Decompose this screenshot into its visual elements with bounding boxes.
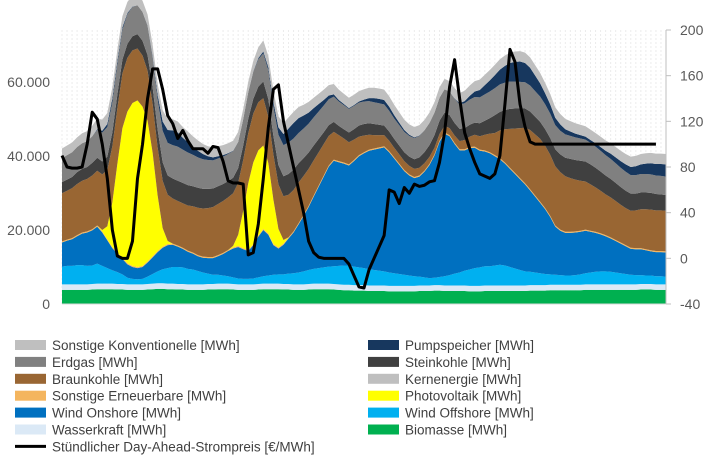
legend-item-wind-offshore: Wind Offshore [MWh] [368, 406, 534, 421]
y-tick-label: 0 [42, 296, 50, 312]
y2-tick-label: 160 [680, 68, 704, 84]
legend-swatch [15, 373, 46, 384]
legend-item-braunkohle: Braunkohle [MWh] [15, 372, 163, 387]
legend-label: Kernenergie [MWh] [405, 372, 521, 387]
legend-swatch [15, 356, 46, 367]
axes: 0 20.000 40.000 60.000 -40 0 40 80 120 160 200 [7, 22, 703, 312]
legend-item-sonstige-konventionelle: Sonstige Konventionelle [MWh] [15, 338, 240, 353]
legend-item-sonstige-erneuerbare: Sonstige Erneuerbare [MWh] [15, 389, 226, 404]
area-braunkohle [62, 48, 666, 257]
stacked-area-series [62, 0, 666, 304]
area-wind-onshore [62, 133, 666, 280]
legend-label: Wind Offshore [MWh] [405, 406, 534, 421]
legend-swatch [368, 340, 399, 350]
legend-item-erdgas: Erdgas [MWh] [15, 355, 138, 370]
legend-swatch [368, 407, 399, 418]
legend-label: Braunkohle [MWh] [52, 372, 163, 387]
legend-swatch [15, 407, 46, 418]
area-photovoltaik [62, 100, 666, 267]
legend-label: Sonstige Konventionelle [MWh] [52, 338, 240, 353]
legend-swatch [15, 340, 46, 350]
legend-swatch [368, 373, 399, 384]
legend-item-steinkohle: Steinkohle [MWh] [368, 355, 511, 370]
price-line [60, 47, 656, 290]
area-wind-offshore [62, 263, 666, 286]
area-steinkohle [62, 34, 666, 211]
y-tick-label: 20.000 [7, 222, 50, 238]
area-sonstige-konventionelle [62, 0, 666, 167]
legend-label: Erdgas [MWh] [52, 355, 138, 370]
legend-item-biomasse: Biomasse [MWh] [368, 423, 507, 438]
legend-item-kernenergie: Kernenergie [MWh] [368, 372, 521, 387]
legend-item-pumpspeicher: Pumpspeicher [MWh] [368, 338, 534, 353]
legend-swatch [15, 390, 46, 401]
legend-label: Wasserkraft [MWh] [52, 423, 166, 438]
price-line-series [60, 47, 656, 290]
y2-tick-label: 120 [680, 113, 704, 129]
legend-label: Steinkohle [MWh] [405, 355, 511, 370]
y2-tick-label: 80 [680, 159, 696, 175]
legend-swatch [15, 424, 46, 435]
y2-tick-label: 0 [680, 250, 688, 266]
y-tick-label: 60.000 [7, 74, 50, 90]
legend-label: Wind Onshore [MWh] [52, 406, 181, 421]
y2-tick-label: 40 [680, 205, 696, 221]
legend-label: Sonstige Erneuerbare [MWh] [52, 389, 226, 404]
legend-label: Photovoltaik [MWh] [405, 389, 521, 404]
legend-label: Stündlicher Day-Ahead-Strompreis [€/MWh] [52, 439, 315, 454]
legend-swatch [368, 390, 399, 401]
legend: Sonstige Konventionelle [MWh] Pumpspeiche… [15, 338, 534, 454]
legend-label: Biomasse [MWh] [405, 423, 507, 438]
legend-item-photovoltaik: Photovoltaik [MWh] [368, 389, 521, 404]
legend-item-wasserkraft: Wasserkraft [MWh] [15, 423, 166, 438]
y-tick-label: 40.000 [7, 148, 50, 164]
legend-swatch [368, 424, 399, 435]
y2-tick-label: 200 [680, 22, 704, 38]
legend-item-wind-onshore: Wind Onshore [MWh] [15, 406, 181, 421]
legend-item-stündlicher-day-ahead-strompreis: Stündlicher Day-Ahead-Strompreis [€/MWh] [15, 439, 315, 454]
y2-tick-label: -40 [680, 296, 700, 312]
legend-swatch [368, 356, 399, 367]
legend-label: Pumpspeicher [MWh] [405, 338, 534, 353]
area-biomasse [62, 288, 666, 304]
